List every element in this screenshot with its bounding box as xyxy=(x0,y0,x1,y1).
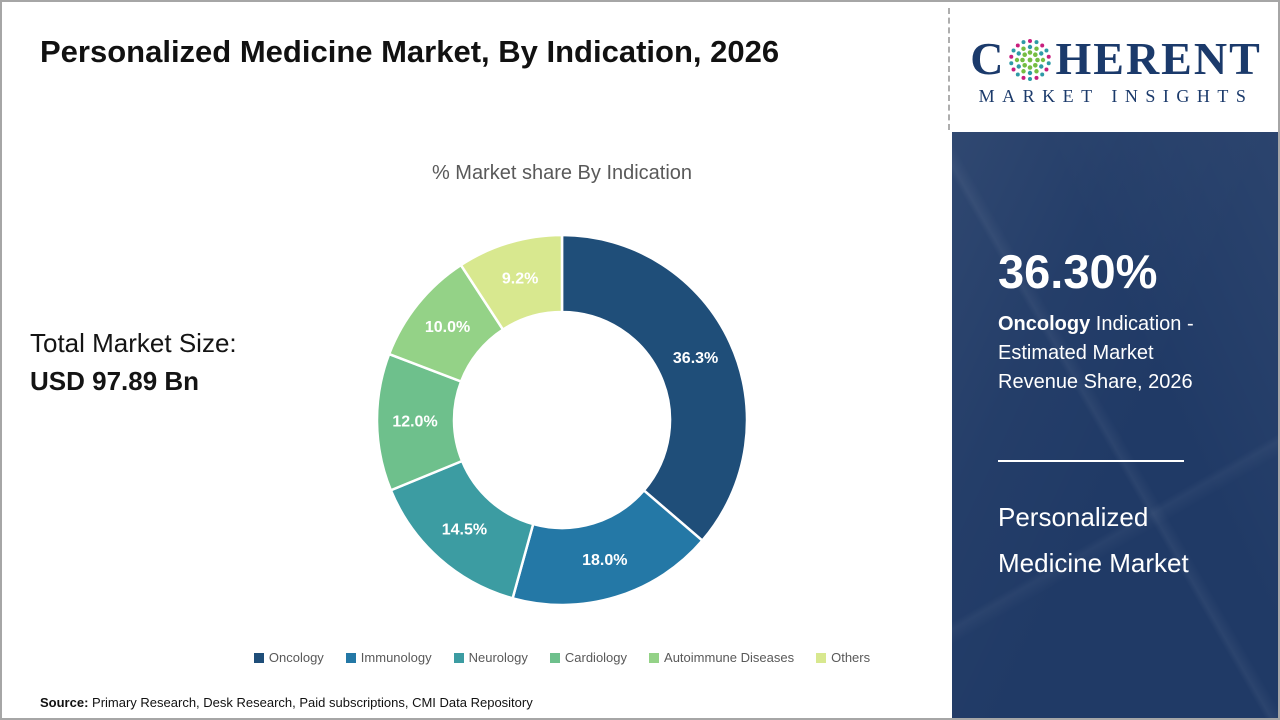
legend-swatch xyxy=(549,652,560,663)
legend-item-immunology: Immunology xyxy=(345,650,432,665)
donut-data-label: 12.0% xyxy=(392,413,437,430)
highlight-percentage: 36.30% xyxy=(998,245,1158,298)
donut-slice-oncology xyxy=(560,233,749,542)
donut-chart: 36.3% 18.0% 14.5% 12.0% 10.0% 9.2% xyxy=(375,233,749,607)
sidebar-panel: 36.30% Oncology Indication - Estimated M… xyxy=(952,132,1278,718)
legend-swatch xyxy=(345,652,356,663)
legend-label: Cardiology xyxy=(564,650,628,665)
legend-label: Neurology xyxy=(468,650,528,665)
sidebar-market-name: Personalized Medicine Market xyxy=(998,502,1189,578)
globe-dot xyxy=(1017,63,1022,69)
globe-dot xyxy=(1021,68,1027,73)
globe-dot xyxy=(1015,57,1020,62)
source-label: Source: xyxy=(40,695,89,710)
globe-dot xyxy=(1034,39,1039,44)
globe-dot xyxy=(1022,62,1028,68)
globe-dot xyxy=(1028,57,1033,62)
legend-swatch xyxy=(649,652,660,663)
legend-label: Autoimmune Diseases xyxy=(664,650,795,665)
donut-data-label: 9.2% xyxy=(502,271,538,288)
legend-swatch xyxy=(816,652,827,663)
legend-item-neurology: Neurology xyxy=(453,650,528,665)
globe-dot xyxy=(1039,63,1044,69)
globe-dot xyxy=(1034,75,1039,80)
legend-item-others: Others xyxy=(816,650,870,665)
highlight-description-rest: Indication - Estimated Market Revenue Sh… xyxy=(998,313,1194,393)
globe-dot xyxy=(1021,39,1026,44)
donut-slice-others xyxy=(459,233,564,331)
globe-dot xyxy=(1047,54,1052,59)
globe-dot xyxy=(1021,46,1027,51)
globe-dot xyxy=(1009,54,1014,59)
globe-dot xyxy=(1028,49,1033,55)
globe-dot xyxy=(1021,75,1026,80)
donut-data-label: 18.0% xyxy=(582,552,627,569)
globe-dot xyxy=(1017,50,1022,56)
donut-data-label: 36.3% xyxy=(673,350,718,367)
globe-dot xyxy=(1028,38,1033,43)
globe-dot xyxy=(1034,46,1040,51)
dashed-separator xyxy=(948,8,950,130)
legend-item-oncology: Oncology xyxy=(253,650,324,665)
legend-label: Oncology xyxy=(268,650,324,665)
globe-dot xyxy=(1028,64,1033,70)
sidebar-divider-line xyxy=(998,460,1184,462)
globe-dot xyxy=(1034,68,1040,73)
logo-letter-c: C xyxy=(970,32,1006,84)
globe-dot xyxy=(1016,42,1021,47)
highlight-description: Oncology Indication - Estimated Market R… xyxy=(998,310,1238,397)
total-market-size-label: Total Market Size: xyxy=(30,328,237,358)
source-line: Source: Primary Research, Desk Research,… xyxy=(40,695,533,710)
highlight-description-bold: Oncology xyxy=(998,313,1091,335)
globe-dot xyxy=(1028,44,1033,49)
globe-dot xyxy=(1047,60,1052,65)
brand-logo: C HERENT MARKET INSIGHTS xyxy=(952,2,1278,132)
globe-dot xyxy=(1040,42,1045,47)
legend-label: Immunology xyxy=(360,650,432,665)
globe-dot xyxy=(1016,72,1021,77)
globe-dot xyxy=(1044,67,1049,71)
brand-logo-wordmark: C HERENT xyxy=(970,32,1262,84)
donut-data-label: 10.0% xyxy=(425,319,470,336)
logo-letters-herent: HERENT xyxy=(1055,32,1262,84)
total-market-size-block: Total Market Size: USD 97.89 Bn xyxy=(30,328,237,397)
globe-dot xyxy=(1033,51,1039,57)
globe-dot xyxy=(1009,60,1014,65)
legend-swatch xyxy=(253,652,264,663)
globe-dot xyxy=(1022,51,1028,57)
legend-item-cardiology: Cardiology xyxy=(549,650,628,665)
globe-dot xyxy=(1041,57,1046,62)
globe-dot xyxy=(1012,48,1017,52)
globe-dot xyxy=(1028,70,1033,75)
donut-data-label: 14.5% xyxy=(442,521,487,538)
page-title: Personalized Medicine Market, By Indicat… xyxy=(40,34,780,69)
legend-item-autoimmune-diseases: Autoimmune Diseases xyxy=(649,650,794,665)
legend-swatch xyxy=(453,652,464,663)
globe-dot xyxy=(1020,57,1026,62)
chart-legend: Oncology Immunology Neurology Cardiology Aut… xyxy=(162,650,962,665)
legend-label: Others xyxy=(831,650,871,665)
globe-dot xyxy=(1012,67,1017,71)
chart-title: % Market share By Indication xyxy=(431,162,693,184)
globe-dot xyxy=(1044,48,1049,52)
globe-dot xyxy=(1035,57,1041,62)
globe-dot xyxy=(1040,72,1045,77)
source-text: Primary Research, Desk Research, Paid su… xyxy=(88,695,533,710)
total-market-size-value: USD 97.89 Bn xyxy=(30,366,200,396)
coherent-globe-icon xyxy=(1009,38,1052,81)
globe-dot xyxy=(1033,62,1039,68)
globe-dot xyxy=(1039,50,1044,56)
globe-dot xyxy=(1028,76,1033,81)
brand-logo-subtitle: MARKET INSIGHTS xyxy=(978,85,1254,106)
